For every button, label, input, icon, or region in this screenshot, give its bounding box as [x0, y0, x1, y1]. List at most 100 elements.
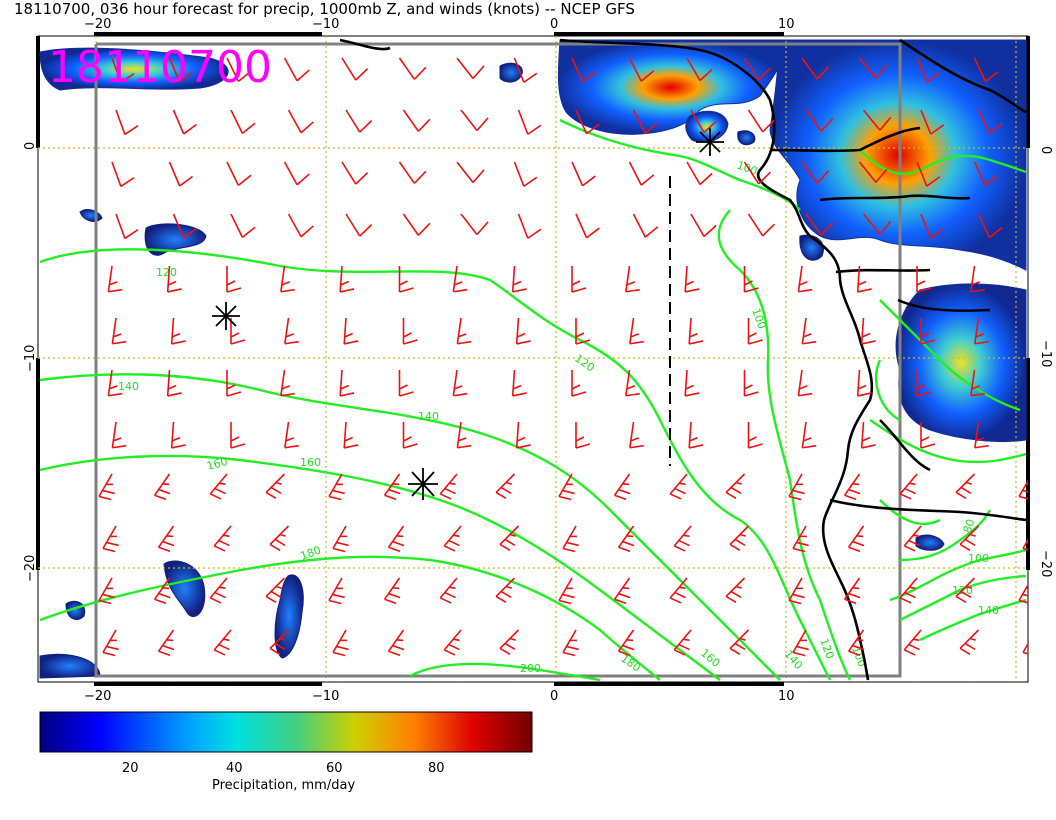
lon-tick-label: −20	[84, 17, 111, 32]
wind-barb	[973, 57, 999, 83]
wind-barb	[168, 161, 194, 187]
storm-marker	[696, 128, 724, 156]
storm-marker	[212, 302, 240, 330]
wind-barb	[513, 161, 538, 187]
wind-barb	[517, 109, 542, 135]
wind-barb	[673, 525, 692, 552]
wind-barb	[209, 577, 228, 604]
wind-barb	[283, 57, 310, 82]
wind-barb	[1032, 58, 1056, 81]
lon-tick-label: 10	[778, 689, 795, 704]
wind-barb	[157, 525, 175, 553]
wind-barb	[398, 161, 427, 184]
wind-barb	[977, 109, 1003, 135]
wind-barb	[632, 213, 659, 238]
wind-barb	[613, 577, 631, 605]
top-lon-ticks: −20 −10 0 10	[84, 17, 795, 32]
wind-barb	[153, 577, 171, 605]
wind-barb	[265, 577, 286, 603]
wind-barb	[743, 370, 759, 397]
wind-barb	[575, 318, 591, 345]
contour-line	[409, 662, 601, 682]
lon-tick-label: −10	[312, 17, 339, 32]
wind-barb	[558, 473, 575, 501]
wind-barb	[439, 577, 458, 604]
wind-barb	[456, 57, 485, 80]
contour-line	[39, 555, 661, 681]
wind-barb	[860, 421, 876, 449]
wind-barb	[511, 265, 527, 293]
country-border	[835, 268, 931, 274]
wind-barb	[343, 317, 359, 345]
wind-barb	[443, 629, 462, 656]
wind-barb	[974, 317, 989, 345]
wind-barb	[899, 473, 918, 500]
wind-barb	[115, 213, 139, 240]
wind-barb	[747, 422, 763, 449]
wind-barb	[955, 577, 976, 603]
wind-barb	[383, 473, 401, 501]
wind-barb	[562, 525, 579, 553]
wind-barb	[686, 57, 713, 82]
wind-barb	[111, 161, 135, 188]
colorbar-ticks: 20 40 60 80	[122, 761, 445, 776]
wind-barb	[398, 370, 414, 397]
wind-barb	[287, 213, 314, 238]
contour-label: 120	[156, 266, 177, 279]
bottom-lon-ticks: −20 −10 0 10	[84, 689, 795, 704]
country-border	[769, 126, 921, 153]
contour-line	[879, 299, 1021, 412]
precip-region	[895, 283, 1027, 442]
wind-barb	[903, 629, 922, 656]
wind-barb	[1030, 266, 1044, 292]
wind-barb	[916, 161, 941, 187]
height-contours	[39, 118, 1027, 682]
contour-line	[39, 248, 832, 681]
wind-barb	[805, 213, 834, 236]
contour-line	[879, 499, 941, 526]
wind-barb	[858, 161, 888, 183]
wind-barb	[102, 629, 119, 657]
wind-barb	[387, 629, 405, 657]
wind-barb	[788, 473, 805, 501]
wind-barbs	[98, 57, 1056, 682]
wind-barb	[725, 577, 746, 603]
wind-barb	[625, 265, 640, 293]
wind-barb	[455, 681, 457, 682]
wind-barb	[328, 473, 345, 501]
wind-barb	[629, 421, 644, 449]
wind-barb	[230, 318, 246, 345]
wind-barb	[903, 525, 922, 552]
wind-barb	[797, 265, 813, 293]
wind-barb	[690, 109, 717, 134]
wind-barb	[1018, 479, 1028, 500]
wind-barb	[688, 317, 704, 345]
country-border	[897, 298, 991, 312]
contour-line	[919, 598, 1027, 642]
wind-barb	[575, 109, 600, 135]
wind-barb	[102, 525, 119, 553]
wind-barb	[213, 629, 232, 656]
wind-barb	[562, 629, 579, 657]
wind-barb	[628, 57, 655, 82]
wind-barb	[345, 109, 373, 133]
wind-barb	[747, 318, 763, 345]
wind-barb	[571, 370, 587, 397]
wind-barb	[629, 317, 644, 345]
wind-barb	[265, 473, 286, 499]
wind-barb	[970, 369, 985, 397]
wind-barb	[571, 161, 596, 187]
wind-barb	[847, 629, 865, 657]
wind-barb	[792, 629, 809, 657]
wind-barb	[1030, 370, 1044, 396]
wind-barb	[1022, 642, 1028, 655]
contour-line	[874, 359, 901, 422]
wind-barb	[1036, 214, 1056, 237]
wind-barb	[153, 473, 171, 501]
wind-barb	[617, 525, 635, 553]
wind-barb	[684, 265, 700, 293]
contour-label: 100	[968, 552, 989, 565]
wind-barb	[801, 317, 817, 345]
wind-barb	[625, 369, 640, 397]
